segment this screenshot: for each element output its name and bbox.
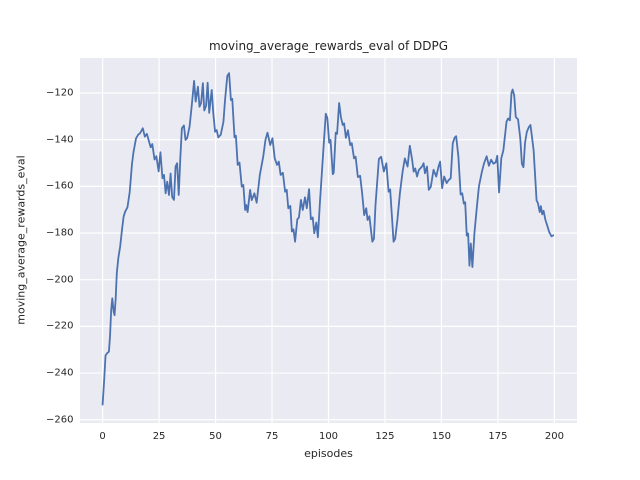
y-tick-label: −240 <box>46 367 74 379</box>
x-tick-label: 125 <box>375 431 395 442</box>
y-tick-label: −140 <box>46 134 74 146</box>
x-tick-label: 0 <box>99 431 106 442</box>
y-tick-label: −180 <box>46 227 74 239</box>
x-tick-label: 200 <box>544 431 564 442</box>
x-tick-label: 50 <box>209 431 222 442</box>
chart-title: moving_average_rewards_eval of DDPG <box>208 39 448 53</box>
x-tick-label: 75 <box>265 431 279 442</box>
y-axis-label-text: moving_average_rewards_eval <box>14 155 28 325</box>
y-tick-label: −260 <box>46 414 74 426</box>
x-tick-label: 100 <box>318 431 339 442</box>
data-line <box>101 72 555 406</box>
plot-area <box>80 58 577 423</box>
plot-canvas <box>80 58 577 423</box>
y-tick-label: −220 <box>46 320 74 332</box>
x-tick-label: 25 <box>152 431 166 442</box>
y-tick-label: −120 <box>46 87 74 99</box>
y-tick-label: −200 <box>46 274 74 286</box>
x-tick-label: 175 <box>488 431 508 442</box>
y-tick-label: −160 <box>46 180 74 192</box>
x-axis-label: episodes <box>304 447 353 460</box>
x-tick-label: 150 <box>431 431 451 442</box>
